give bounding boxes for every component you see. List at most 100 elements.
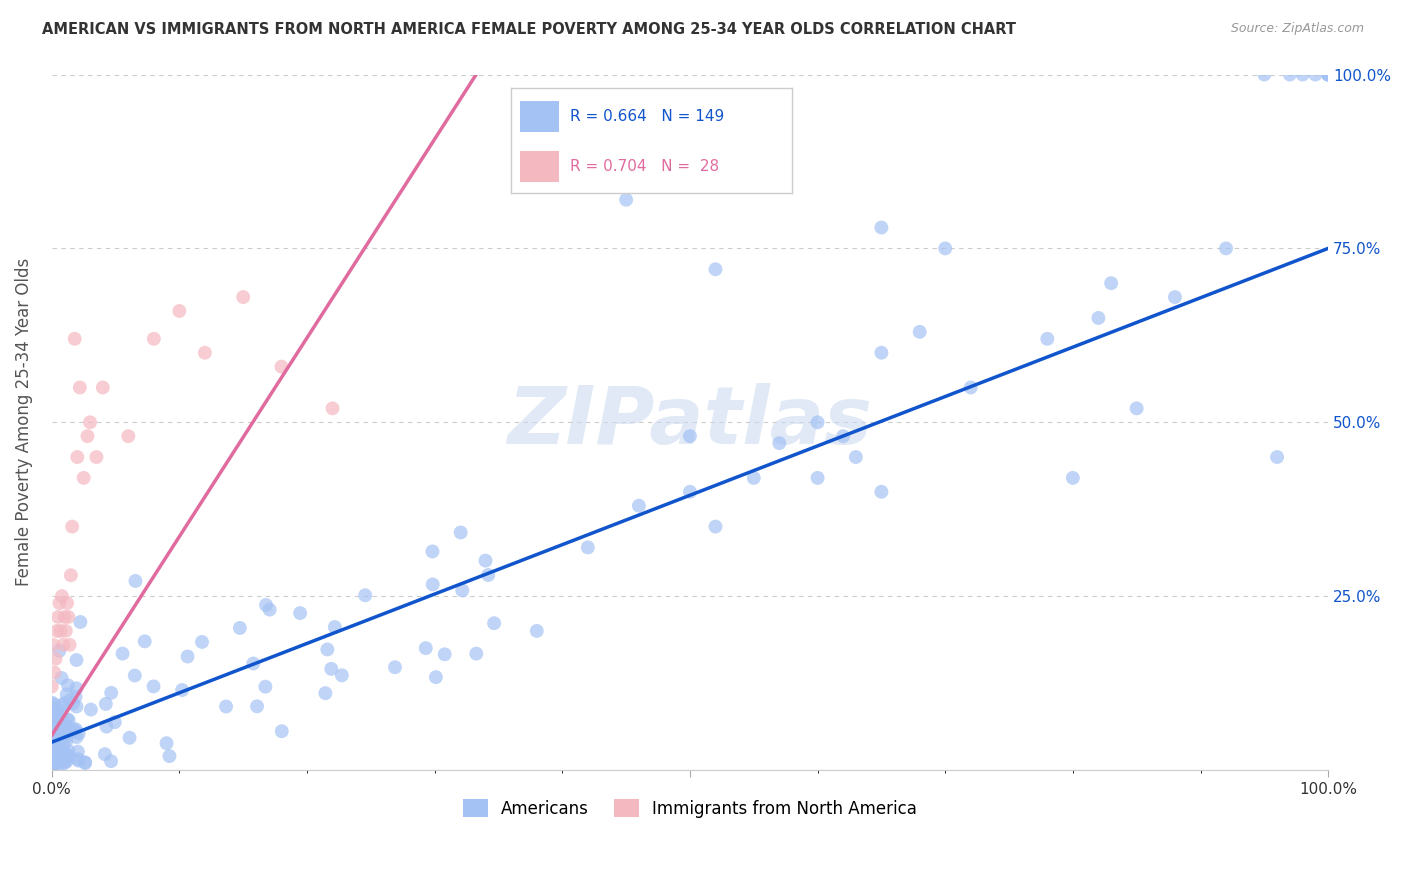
Point	[1215, 241, 1237, 255]
Point	[704, 519, 727, 533]
Point	[79, 415, 101, 429]
Point	[55, 755, 77, 769]
Point	[44, 665, 66, 680]
Point	[451, 583, 474, 598]
Point	[1036, 332, 1059, 346]
Point	[49, 754, 72, 768]
Point	[176, 649, 198, 664]
Point	[1125, 401, 1147, 416]
Point	[1265, 450, 1288, 464]
Point	[73, 755, 96, 769]
Point	[49, 730, 72, 744]
Text: ZIPatlas: ZIPatlas	[508, 384, 873, 461]
Point	[433, 648, 456, 662]
Point	[69, 380, 91, 394]
Point	[55, 734, 77, 748]
Point	[870, 484, 893, 499]
Point	[41, 680, 63, 694]
Point	[56, 712, 79, 726]
Point	[62, 724, 84, 739]
Point	[323, 620, 346, 634]
Point	[63, 332, 86, 346]
Point	[52, 746, 75, 760]
Point	[48, 644, 70, 658]
Point	[806, 471, 828, 485]
Point	[63, 723, 86, 737]
Point	[60, 519, 83, 533]
Point	[65, 699, 87, 714]
Point	[42, 722, 65, 736]
Point	[75, 756, 97, 770]
Point	[422, 544, 444, 558]
Point	[42, 698, 65, 712]
Point	[45, 651, 67, 665]
Point	[46, 756, 69, 770]
Point	[58, 725, 80, 739]
Point	[42, 638, 65, 652]
Point	[55, 717, 77, 731]
Point	[52, 756, 75, 770]
Point	[41, 756, 63, 770]
Point	[66, 450, 89, 464]
Point	[45, 756, 67, 770]
Point	[73, 471, 96, 485]
Point	[330, 668, 353, 682]
Point	[422, 577, 444, 591]
Point	[259, 602, 281, 616]
Point	[191, 635, 214, 649]
Point	[124, 668, 146, 682]
Point	[58, 714, 80, 728]
Point	[425, 670, 447, 684]
Point	[52, 715, 75, 730]
Point	[41, 730, 63, 744]
Legend: Americans, Immigrants from North America: Americans, Immigrants from North America	[456, 793, 924, 824]
Point	[41, 756, 63, 770]
Point	[157, 749, 180, 764]
Point	[477, 568, 499, 582]
Point	[44, 756, 66, 770]
Point	[48, 743, 70, 757]
Point	[576, 541, 599, 555]
Point	[94, 697, 117, 711]
Point	[870, 345, 893, 359]
Point	[288, 606, 311, 620]
Point	[62, 696, 84, 710]
Point	[215, 699, 238, 714]
Point	[908, 325, 931, 339]
Point	[42, 739, 65, 753]
Point	[614, 193, 637, 207]
Point	[42, 706, 65, 721]
Point	[53, 756, 76, 770]
Point	[134, 634, 156, 648]
Point	[53, 610, 76, 624]
Point	[322, 401, 344, 416]
Point	[65, 723, 87, 737]
Point	[46, 610, 69, 624]
Point	[55, 687, 77, 701]
Point	[117, 429, 139, 443]
Point	[91, 380, 114, 394]
Point	[142, 332, 165, 346]
Point	[51, 713, 73, 727]
Point	[48, 745, 70, 759]
Point	[321, 662, 343, 676]
Point	[845, 450, 868, 464]
Point	[67, 726, 90, 740]
Point	[704, 262, 727, 277]
Point	[1305, 68, 1327, 82]
Point	[316, 642, 339, 657]
Point	[45, 718, 67, 732]
Point	[59, 693, 82, 707]
Point	[679, 429, 702, 443]
Point	[44, 718, 66, 732]
Point	[1317, 68, 1340, 82]
Point	[44, 722, 66, 736]
Point	[53, 727, 76, 741]
Text: Source: ZipAtlas.com: Source: ZipAtlas.com	[1230, 22, 1364, 36]
Point	[45, 747, 67, 761]
Point	[1253, 68, 1275, 82]
Point	[51, 719, 73, 733]
Point	[49, 705, 72, 719]
Point	[44, 756, 66, 770]
Point	[56, 678, 79, 692]
